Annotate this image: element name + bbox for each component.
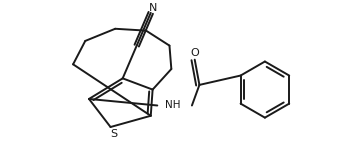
Text: NH: NH <box>166 101 181 111</box>
Text: S: S <box>110 129 117 139</box>
Text: O: O <box>190 48 199 58</box>
Text: N: N <box>148 3 157 13</box>
